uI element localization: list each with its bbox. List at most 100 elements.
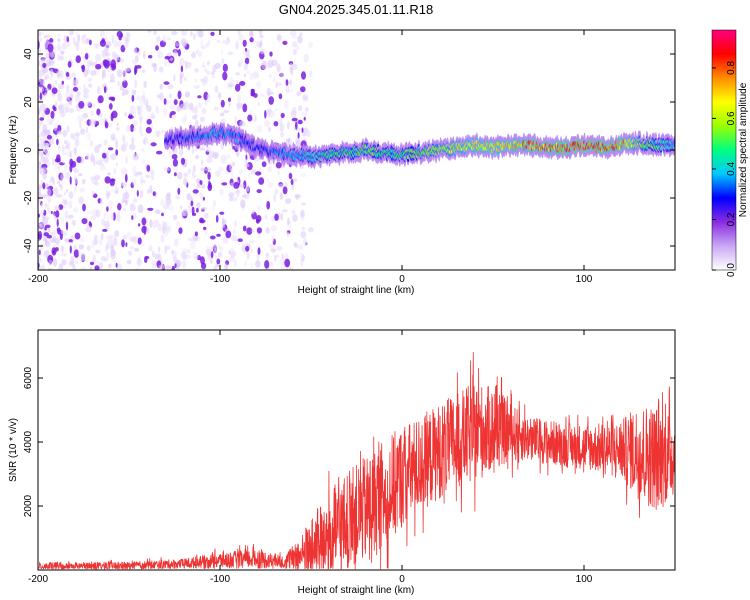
spectrogram-noise-cell (228, 101, 232, 108)
spectrogram-noise-cell (66, 84, 70, 94)
spectrogram-noise-cell (54, 45, 57, 55)
spectrogram-noise-cell (256, 80, 262, 89)
spectrogram-noise-cell (110, 244, 115, 252)
spectrogram-noise-cell (143, 136, 149, 145)
spectrogram-noise-cell (125, 67, 132, 72)
spectrogram-noise-cell (256, 253, 260, 261)
spectrogram-noise-cell (165, 197, 172, 206)
spectrogram-noise-cell (108, 147, 114, 151)
spectrogram-noise-cell (43, 35, 47, 39)
spectrogram-noise-cell (179, 57, 186, 67)
spectrogram-noise-cell (92, 158, 96, 167)
spectrogram-noise-cell (147, 30, 152, 33)
spectrogram-noise-cell (73, 166, 76, 171)
spectrogram-noise-cell (153, 30, 158, 36)
spectrogram-noise-cell (243, 63, 248, 71)
spectrogram-noise-cell (156, 35, 161, 42)
spectrogram-noise-cell (137, 107, 142, 116)
spectrogram-noise-cell (137, 237, 142, 245)
spectrogram-noise-cell (204, 228, 208, 236)
snr-ytick-label: 2000 (23, 494, 34, 517)
spectrogram-noise-cell (200, 256, 205, 265)
spectrogram-noise-cell (95, 53, 102, 62)
spectrogram-noise-cell (155, 130, 161, 137)
spectrogram-noise-cell (231, 161, 236, 167)
spectrogram-noise-cell (82, 203, 86, 212)
spectrogram-noise-cell (290, 89, 294, 93)
spectrogram-noise-cell (98, 262, 104, 269)
spectrogram-noise-cell (278, 183, 284, 189)
spectrogram-noise-cell (251, 209, 255, 215)
spectrogram-noise-cell (286, 231, 290, 237)
spectrogram-noise-cell (172, 158, 178, 167)
spectrogram-noise-cell (232, 229, 237, 234)
spectrogram-noise-cell (39, 79, 45, 86)
spectrogram-ytick-label: -40 (23, 238, 34, 253)
spectrogram-noise-cell (75, 55, 82, 63)
spectrogram-noise-cell (285, 88, 291, 93)
spectrogram-noise-cell (74, 32, 79, 36)
spectrogram-noise-cell (257, 247, 261, 255)
spectrogram-noise-cell (280, 131, 285, 138)
spectrogram-noise-cell (225, 37, 230, 46)
spectrogram-noise-cell (140, 133, 144, 137)
spectrogram-noise-cell (196, 30, 202, 37)
spectrogram-noise-cell (67, 214, 74, 219)
spectrogram-noise-cell (285, 198, 292, 204)
spectrogram-noise-cell (77, 115, 84, 123)
spectrogram-noise-cell (178, 227, 183, 235)
spectrogram-noise-cell (131, 136, 135, 145)
spectrogram-noise-cell (213, 265, 217, 270)
spectrogram-noise-cell (155, 105, 159, 114)
spectrogram-noise-cell (103, 212, 106, 220)
spectrogram-noise-cell (253, 157, 260, 162)
spectrogram-noise-cell (134, 67, 137, 76)
spectrogram-noise-cell (47, 115, 50, 122)
spectrogram-noise-cell (192, 189, 199, 194)
spectrogram-noise-cell (301, 202, 307, 206)
spectrogram-noise-cell (182, 102, 186, 111)
spectrogram-noise-cell (235, 40, 240, 50)
spectrogram-noise-cell (222, 112, 225, 117)
spectrogram-noise-cell (84, 53, 89, 60)
spectrogram-noise-cell (162, 220, 166, 228)
spectrogram-noise-cell (122, 134, 126, 143)
spectrogram-noise-cell (225, 170, 229, 175)
spectrogram-noise-cell (176, 105, 181, 112)
spectrogram-noise-cell (61, 80, 64, 85)
spectrogram-noise-cell (190, 200, 194, 207)
spectrogram-noise-cell (291, 210, 296, 215)
spectrogram-noise-cell (228, 192, 235, 198)
spectrogram-noise-cell (88, 83, 93, 88)
spectrogram-noise-cell (45, 88, 50, 92)
spectrogram-noise-cell (298, 38, 303, 43)
spectrogram-noise-cell (59, 103, 65, 112)
snr-ticks: -200 -100 0 100 2000 4000 6000 (23, 330, 675, 585)
spectrogram-noise-cell (217, 166, 224, 172)
spectrogram-noise-cell (171, 154, 178, 160)
spectrogram-noise-cell (64, 91, 71, 101)
spectrogram-noise-cell (89, 140, 94, 147)
spectrogram-noise-cell (136, 51, 141, 56)
spectrogram-noise-cell (93, 119, 97, 126)
spectrogram-noise-cell (220, 49, 224, 55)
spectrogram-noise-cell (189, 208, 192, 214)
spectrogram-noise-cell (220, 99, 225, 108)
spectrogram-noise-cell (158, 66, 164, 73)
spectrogram-noise-cell (132, 198, 138, 203)
spectrogram-noise-cell (190, 31, 193, 37)
spectrogram-noise-cell (219, 112, 223, 117)
spectrogram-noise-cell (60, 229, 64, 235)
spectrogram-noise-cell (300, 209, 305, 218)
spectrogram-noise-cell (222, 71, 228, 81)
spectrogram-noise-cell (292, 48, 297, 56)
spectrogram-noise-cell (267, 91, 275, 96)
spectrogram-noise-cell (205, 167, 212, 172)
spectrogram-noise-cell (74, 139, 80, 148)
spectrogram-noise-cell (201, 206, 207, 211)
spectrogram-noise-cell (249, 72, 254, 81)
spectrogram-noise-cell (183, 172, 189, 177)
spectrogram-noise-cell (199, 192, 204, 200)
colorbar-fill (712, 30, 736, 270)
spectrogram-noise-cell (69, 158, 74, 167)
